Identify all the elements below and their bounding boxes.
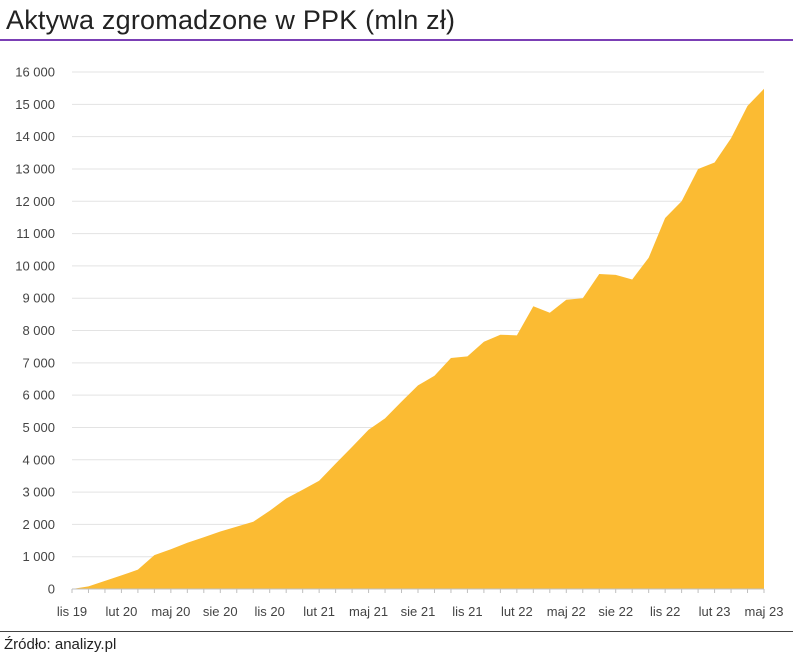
y-tick-label: 5 000	[22, 420, 55, 435]
y-tick-label: 14 000	[15, 129, 55, 144]
y-tick-label: 8 000	[22, 323, 55, 338]
y-tick-label: 11 000	[16, 226, 55, 241]
title-divider	[0, 39, 793, 41]
source-note: Źródło: analizy.pl	[4, 636, 117, 653]
y-tick-label: 16 000	[15, 65, 55, 80]
area-series	[72, 88, 764, 590]
y-tick-labels: 0 1 000 2 000 3 000 4 000 5 000 6 000 7 000 8 00…	[15, 65, 55, 597]
x-tick-label: maj 23	[744, 604, 783, 619]
y-tick-label: 4 000	[22, 452, 55, 467]
y-tick-label: 3 000	[22, 485, 55, 500]
x-tick-label: lut 23	[699, 604, 731, 619]
x-tick-label: sie 21	[401, 604, 436, 619]
x-tick-label: lis 22	[650, 604, 680, 619]
x-tick-labels: lis 19 lut 20 maj 20 sie 20 lis 20 lut 21 maj …	[57, 604, 784, 619]
x-tick-label: lis 19	[57, 604, 87, 619]
x-axis	[71, 588, 765, 593]
y-tick-label: 10 000	[15, 258, 55, 273]
y-tick-label: 12 000	[15, 194, 55, 209]
x-tick-label: sie 20	[203, 604, 238, 619]
x-tick-label: lis 21	[452, 604, 482, 619]
x-tick-label: maj 21	[349, 604, 388, 619]
y-tick-label: 1 000	[22, 549, 55, 564]
y-tick-label: 15 000	[15, 97, 55, 112]
y-tick-label: 6 000	[22, 388, 55, 403]
area-fill	[72, 88, 764, 590]
area-chart: 0 1 000 2 000 3 000 4 000 5 000 6 000 7 000 8 00…	[15, 65, 784, 620]
y-tick-label: 7 000	[22, 355, 55, 370]
chart-title: Aktywa zgromadzone w PPK (mln zł)	[6, 5, 456, 35]
y-tick-label: 2 000	[22, 517, 55, 532]
x-tick-label: maj 22	[547, 604, 586, 619]
x-tick-label: lut 20	[106, 604, 138, 619]
x-tick-label: lis 20	[255, 604, 285, 619]
x-tick-label: lut 22	[501, 604, 533, 619]
x-tick-label: sie 22	[598, 604, 633, 619]
y-tick-label: 0	[48, 582, 55, 597]
footer-divider	[0, 631, 793, 632]
y-tick-label: 13 000	[15, 161, 55, 176]
x-tick-label: lut 21	[303, 604, 335, 619]
x-tick-label: maj 20	[151, 604, 190, 619]
y-tick-label: 9 000	[22, 291, 55, 306]
